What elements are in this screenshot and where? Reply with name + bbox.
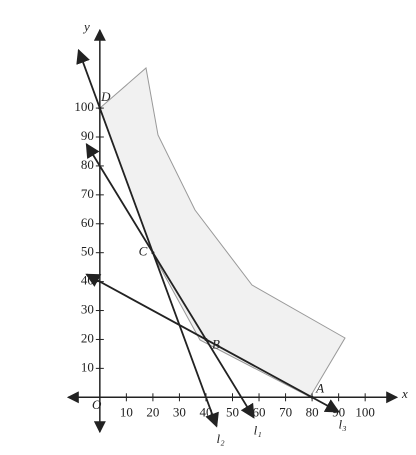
x-axis-label: x bbox=[401, 386, 408, 401]
x-tick-label: 80 bbox=[306, 404, 319, 419]
y-tick-label: 10 bbox=[81, 359, 94, 374]
point bbox=[98, 106, 102, 110]
x-tick-label: 20 bbox=[146, 404, 159, 419]
y-axis-label: y bbox=[82, 19, 90, 34]
point bbox=[151, 251, 155, 255]
point-label: B bbox=[212, 336, 220, 351]
line-label: l₁ bbox=[254, 423, 262, 438]
x-tick-label: 70 bbox=[279, 404, 292, 419]
point bbox=[204, 337, 208, 341]
x-tick-label: 100 bbox=[355, 404, 375, 419]
point-label: A bbox=[315, 380, 324, 395]
point-label: C bbox=[139, 244, 148, 259]
y-tick-label: 60 bbox=[81, 215, 94, 230]
y-tick-label: 50 bbox=[81, 244, 94, 259]
line-label: l₂ bbox=[217, 431, 226, 446]
x-tick-label: 50 bbox=[226, 404, 239, 419]
x-tick-label: 10 bbox=[120, 404, 133, 419]
point-label: D bbox=[100, 89, 111, 104]
y-tick-label: 90 bbox=[81, 128, 94, 143]
y-tick-label: 30 bbox=[81, 302, 94, 317]
line-label: l₃ bbox=[339, 417, 347, 432]
x-tick-label: 60 bbox=[253, 404, 266, 419]
y-tick-label: 80 bbox=[81, 157, 94, 172]
x-tick-label: 30 bbox=[173, 404, 186, 419]
line-2 bbox=[85, 273, 340, 413]
point bbox=[310, 395, 314, 399]
y-tick-label: 20 bbox=[81, 330, 94, 345]
y-tick-label: 70 bbox=[81, 186, 94, 201]
y-tick-label: 100 bbox=[74, 99, 94, 114]
